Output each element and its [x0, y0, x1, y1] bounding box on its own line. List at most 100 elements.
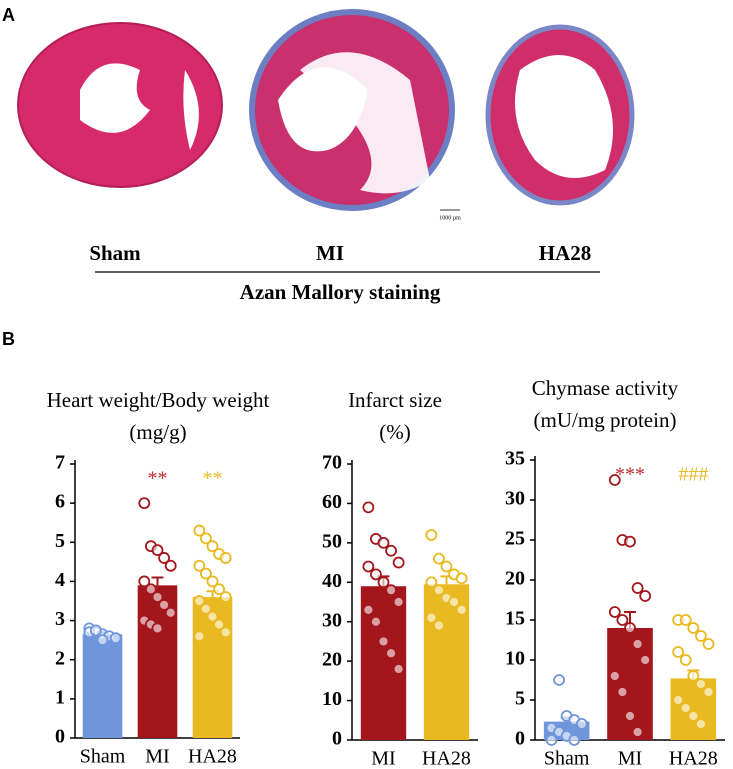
y-tick-label: 4: [55, 569, 65, 591]
x-tick-label: MI: [371, 748, 395, 769]
data-point: [219, 626, 232, 639]
data-point: [193, 559, 206, 572]
data-point: [151, 544, 164, 557]
data-point: [206, 540, 219, 553]
data-point: [392, 596, 405, 608]
error-bar: [151, 576, 164, 586]
data-point: [425, 611, 438, 624]
data-point: [624, 622, 636, 634]
panel-label: B: [2, 329, 15, 349]
data-point: [624, 710, 636, 722]
x-tick-label: HA28: [188, 746, 237, 768]
y-tick-label: 5: [55, 530, 65, 552]
data-point: [206, 610, 219, 623]
data-point: [206, 575, 219, 588]
chart-title: Heart weight/Body weight: [47, 388, 270, 412]
y-tick-label: 0: [55, 726, 65, 748]
data-point: [575, 718, 588, 730]
y-tick-label: 20: [505, 568, 525, 590]
data-point: [199, 532, 212, 545]
data-point: [109, 632, 122, 645]
data-point: [213, 618, 226, 631]
data-point: [219, 552, 232, 564]
data-point: [385, 584, 397, 597]
data-point: [702, 638, 715, 650]
data-point: [608, 606, 621, 618]
y-tick-label: 20: [322, 649, 342, 671]
data-point: [158, 599, 171, 611]
data-point: [164, 606, 177, 619]
data-point: [616, 614, 629, 626]
chart-title: Chymase activity: [532, 376, 679, 400]
data-point: [672, 694, 685, 706]
data-point: [433, 584, 445, 597]
significance-mark: **: [148, 468, 168, 490]
y-tick-label: 25: [505, 528, 525, 550]
y-tick-label: 0: [332, 728, 342, 750]
y-tick-label: 60: [322, 491, 342, 513]
data-point: [370, 615, 382, 628]
y-tick-label: 0: [515, 728, 525, 750]
y-tick-label: 70: [322, 452, 342, 474]
y-tick-label: 3: [55, 608, 65, 630]
data-point: [631, 726, 644, 738]
data-point: [377, 536, 390, 549]
data-point: [158, 552, 171, 564]
panel-label: A: [2, 5, 15, 25]
data-point: [90, 624, 102, 637]
y-tick-label: 35: [505, 448, 525, 470]
significance-mark: **: [203, 468, 223, 490]
data-point: [377, 576, 390, 589]
data-point: [385, 544, 397, 557]
y-tick-label: 10: [505, 648, 525, 670]
data-point: [370, 568, 382, 581]
x-tick-label: HA28: [422, 748, 471, 769]
data-point: [679, 654, 692, 666]
data-point: [672, 646, 685, 658]
group-label: Sham: [89, 241, 141, 265]
chart-title: (%): [379, 420, 410, 444]
data-point: [362, 501, 375, 514]
data-point: [144, 583, 157, 596]
data-point: [193, 524, 206, 537]
significance-mark: ***: [615, 464, 645, 486]
x-tick-label: Sham: [544, 748, 590, 769]
significance-mark: ###: [678, 464, 708, 486]
data-point: [193, 630, 206, 643]
data-point: [639, 654, 652, 666]
data-point: [362, 560, 375, 573]
data-point: [96, 634, 109, 647]
y-tick-label: 40: [322, 570, 342, 592]
data-point: [448, 596, 460, 608]
data-point: [679, 614, 692, 626]
y-tick-label: 7: [55, 452, 65, 474]
data-point: [687, 670, 700, 682]
y-tick-label: 6: [55, 491, 65, 513]
y-tick-label: 15: [505, 608, 525, 630]
data-point: [392, 663, 405, 675]
data-point: [138, 575, 151, 588]
data-point: [687, 710, 700, 722]
x-tick-label: HA28: [669, 748, 718, 769]
data-point: [377, 635, 390, 648]
y-tick-label: 50: [322, 530, 342, 552]
data-point: [164, 559, 177, 572]
data-point: [616, 686, 629, 698]
x-tick-label: MI: [145, 746, 169, 768]
y-tick-label: 30: [505, 488, 525, 510]
data-point: [553, 674, 565, 686]
data-point: [639, 590, 652, 602]
group-label: HA28: [539, 241, 592, 265]
data-point: [702, 686, 715, 698]
data-point: [631, 582, 644, 594]
data-point: [695, 718, 707, 730]
bar: [82, 634, 123, 738]
data-point: [151, 591, 164, 603]
y-tick-label: 30: [322, 609, 342, 631]
data-point: [545, 734, 558, 746]
y-tick-label: 1: [55, 686, 65, 708]
group-label: MI: [316, 241, 344, 265]
data-point: [433, 552, 445, 565]
caption: Azan Mallory staining: [240, 280, 441, 304]
data-point: [392, 556, 405, 569]
